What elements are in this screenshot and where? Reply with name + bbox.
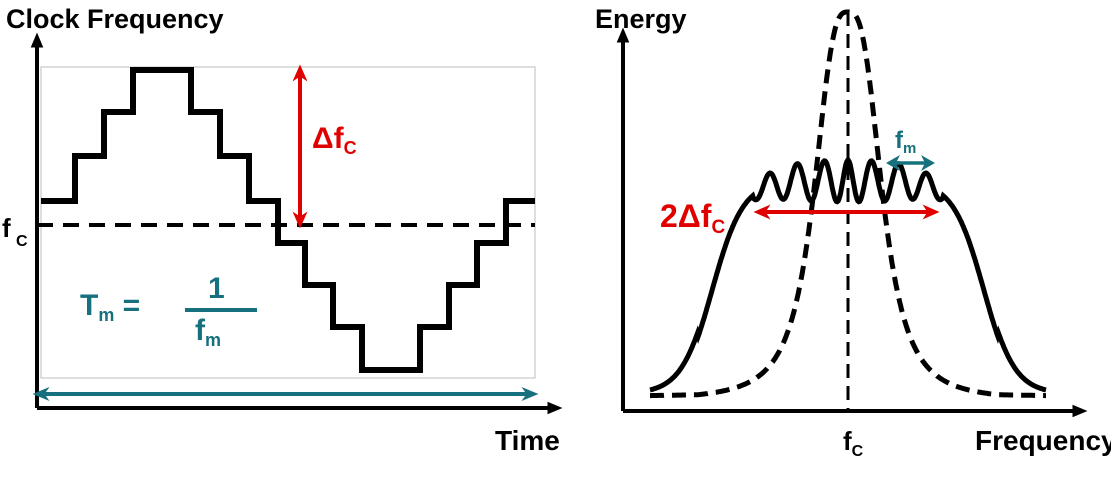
svg-text:ΔfC: ΔfC	[312, 122, 357, 158]
svg-text:2ΔfC: 2ΔfC	[660, 198, 725, 238]
svg-text:C: C	[16, 233, 28, 250]
svg-text:1: 1	[208, 272, 225, 305]
svg-text:Tm =: Tm =	[80, 289, 140, 325]
svg-text:fm: fm	[195, 314, 221, 350]
svg-text:Energy: Energy	[595, 4, 687, 34]
svg-text:Frequency: Frequency	[975, 425, 1111, 456]
svg-text:Time: Time	[495, 425, 560, 456]
svg-text:Clock Frequency: Clock Frequency	[6, 4, 224, 34]
svg-text:fC: fC	[843, 426, 864, 460]
svg-text:f: f	[2, 213, 11, 243]
svg-text:fm: fm	[895, 127, 916, 157]
